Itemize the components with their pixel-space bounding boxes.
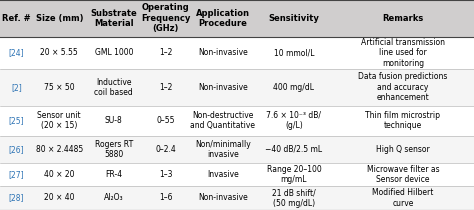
- Text: 75 × 50: 75 × 50: [44, 83, 74, 92]
- Text: Inductive
coil based: Inductive coil based: [94, 77, 133, 97]
- Text: Al₂O₃: Al₂O₃: [104, 193, 124, 202]
- FancyBboxPatch shape: [0, 69, 474, 105]
- Text: Substrate
Material: Substrate Material: [91, 9, 137, 28]
- FancyBboxPatch shape: [0, 105, 474, 136]
- Text: 400 mg/dL: 400 mg/dL: [273, 83, 314, 92]
- Text: Non-invasive: Non-invasive: [198, 193, 247, 202]
- Text: 80 × 2.4485: 80 × 2.4485: [36, 145, 83, 154]
- Text: 40 × 20: 40 × 20: [44, 170, 74, 179]
- Text: [28]: [28]: [9, 193, 24, 202]
- Text: 1–2: 1–2: [159, 83, 173, 92]
- FancyBboxPatch shape: [0, 0, 474, 37]
- Text: Data fusion predictions
and accuracy
enhancement: Data fusion predictions and accuracy enh…: [358, 72, 447, 102]
- Text: Thin film microstrip
technique: Thin film microstrip technique: [365, 111, 440, 130]
- Text: Size (mm): Size (mm): [36, 14, 83, 23]
- Text: Ref. #: Ref. #: [2, 14, 31, 23]
- Text: 1–3: 1–3: [159, 170, 173, 179]
- Text: −40 dB/2.5 mL: −40 dB/2.5 mL: [265, 145, 322, 154]
- FancyBboxPatch shape: [0, 163, 474, 186]
- Text: Sensitivity: Sensitivity: [268, 14, 319, 23]
- Text: Non/minimally
invasive: Non/minimally invasive: [195, 140, 251, 159]
- Text: 1–2: 1–2: [159, 48, 173, 57]
- Text: [2]: [2]: [11, 83, 22, 92]
- Text: Artificial transmission
line used for
monitoring: Artificial transmission line used for mo…: [361, 38, 445, 68]
- Text: 20 × 40: 20 × 40: [44, 193, 74, 202]
- Text: 20 × 5.55: 20 × 5.55: [40, 48, 78, 57]
- Text: 7.6 × 10⁻³ dB/
(g/L): 7.6 × 10⁻³ dB/ (g/L): [266, 111, 321, 130]
- Text: [27]: [27]: [9, 170, 24, 179]
- Text: Non-invasive: Non-invasive: [198, 48, 247, 57]
- Text: High Q sensor: High Q sensor: [376, 145, 430, 154]
- Text: [25]: [25]: [9, 116, 24, 125]
- Text: Application
Procedure: Application Procedure: [196, 9, 250, 28]
- FancyBboxPatch shape: [0, 37, 474, 69]
- Text: [24]: [24]: [9, 48, 24, 57]
- Text: Invasive: Invasive: [207, 170, 238, 179]
- Text: 21 dB shift/
(50 mg/dL): 21 dB shift/ (50 mg/dL): [272, 188, 316, 208]
- Text: Range 20–100
mg/mL: Range 20–100 mg/mL: [266, 165, 321, 184]
- Text: Non-invasive: Non-invasive: [198, 83, 247, 92]
- FancyBboxPatch shape: [0, 136, 474, 163]
- Text: Remarks: Remarks: [382, 14, 424, 23]
- Text: 0–55: 0–55: [156, 116, 175, 125]
- Text: Sensor unit
(20 × 15): Sensor unit (20 × 15): [37, 111, 81, 130]
- Text: Rogers RT
5880: Rogers RT 5880: [95, 140, 133, 159]
- Text: GML 1000: GML 1000: [94, 48, 133, 57]
- Text: 10 mmol/L: 10 mmol/L: [273, 48, 314, 57]
- Text: [26]: [26]: [9, 145, 24, 154]
- Text: FR-4: FR-4: [105, 170, 122, 179]
- Text: 1–6: 1–6: [159, 193, 173, 202]
- Text: SU-8: SU-8: [105, 116, 123, 125]
- Text: 0–2.4: 0–2.4: [155, 145, 176, 154]
- Text: Non-destructive
and Quantitative: Non-destructive and Quantitative: [190, 111, 255, 130]
- Text: Microwave filter as
Sensor device: Microwave filter as Sensor device: [366, 165, 439, 184]
- Text: Modified Hilbert
curve: Modified Hilbert curve: [372, 188, 434, 208]
- Text: Operating
Frequency
(GHz): Operating Frequency (GHz): [141, 3, 191, 33]
- FancyBboxPatch shape: [0, 186, 474, 210]
